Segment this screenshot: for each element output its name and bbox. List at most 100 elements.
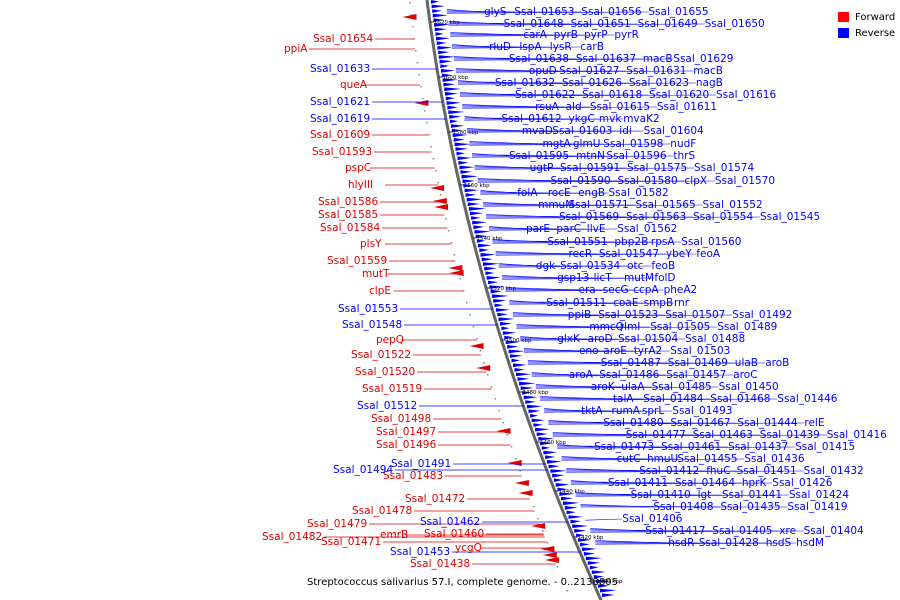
forward-gene-label: pspC [345, 162, 371, 174]
forward-gene-arrow [402, 14, 417, 20]
reverse-gene-arrow [525, 400, 536, 404]
forward-gene-label: Ssal_01654 [313, 33, 373, 45]
forward-gene-label: Ssal_01584 [320, 222, 380, 234]
reverse-label-leader [561, 458, 745, 461]
kbp-tick-label: 1540 kbp [477, 236, 503, 242]
forward-gene-label: pepQ [376, 334, 404, 346]
reverse-gene-label: Ssal_01492 [732, 309, 792, 321]
forward-track-dot [537, 518, 539, 520]
reverse-gene-label: Ssal_01493 [672, 405, 732, 417]
reverse-gene-arrow [491, 294, 509, 299]
reverse-gene-arrow [600, 588, 617, 593]
forward-track-dot [466, 302, 468, 304]
reverse-gene-arrow [476, 239, 486, 243]
reverse-gene-label: Ssal_01604 [644, 125, 704, 137]
reverse-gene-arrow [486, 276, 501, 280]
forward-track-dot [428, 134, 430, 136]
forward-gene-label: emrB [380, 529, 408, 541]
forward-track-dot [445, 218, 447, 220]
reverse-gene-arrow [488, 280, 499, 285]
reverse-gene-arrow [431, 0, 439, 4]
reverse-label-leader [585, 518, 623, 521]
reverse-gene-arrow [581, 547, 597, 552]
forward-gene-label: Ssal_01520 [355, 366, 415, 378]
reverse-gene-arrow [498, 317, 515, 322]
forward-track-dot [494, 398, 497, 400]
reverse-gene-label: Ssal_01629 [673, 53, 733, 65]
forward-gene-arrow [434, 204, 449, 210]
forward-gene-label: Ssal_01460 [424, 528, 484, 540]
forward-track-dot [542, 530, 544, 532]
reverse-gene-arrow [451, 128, 462, 133]
forward-track-dot [546, 542, 549, 544]
reverse-gene-arrow [535, 427, 550, 432]
kbp-tick-label: 1580 kbp [452, 130, 478, 136]
reverse-gene-arrow [514, 368, 525, 372]
forward-gene-label: Ssal_01496 [376, 439, 436, 451]
reverse-gene-arrow [440, 64, 450, 69]
reverse-gene-arrow [543, 450, 557, 455]
forward-gene-arrow [542, 552, 557, 558]
forward-gene-label: hlyIII [348, 179, 373, 191]
reverse-label-leader [472, 155, 674, 158]
reverse-gene-label: pheA2 [664, 284, 698, 296]
reverse-gene-label: Ssal_01570 [715, 175, 775, 187]
reverse-gene-label: Ssal_01619 [310, 113, 370, 125]
reverse-gene-label: Ssal_01432 [804, 465, 864, 477]
reverse-gene-arrow [443, 82, 455, 87]
reverse-gene-arrow [441, 69, 455, 73]
reverse-gene-arrow [597, 584, 610, 588]
reverse-gene-label: Ssal_01552 [703, 199, 763, 211]
reverse-gene-arrow [463, 184, 473, 188]
reverse-label-leader [523, 350, 671, 353]
reverse-gene-arrow [461, 174, 479, 179]
reverse-gene-arrow [494, 303, 504, 308]
reverse-gene-label: Ssal_01621 [310, 96, 370, 108]
kbp-tick-label: 1480 kbp [522, 390, 548, 396]
reverse-gene-arrow [505, 340, 521, 345]
reverse-gene-label: Ssal_01650 [705, 18, 765, 30]
reverse-gene-arrow [459, 165, 475, 170]
reverse-gene-arrow [481, 257, 493, 262]
reverse-gene-arrow [519, 381, 536, 386]
reverse-gene-arrow [595, 579, 612, 584]
reverse-gene-label: Ssal_01633 [310, 63, 370, 75]
reverse-gene-arrow [523, 395, 538, 400]
reverse-gene-arrow [464, 188, 479, 193]
reverse-label-leader [477, 180, 715, 183]
forward-gene-arrow [544, 557, 559, 563]
forward-track-dot [424, 110, 426, 112]
reverse-gene-arrow [533, 423, 543, 427]
forward-track-dot [435, 170, 437, 172]
forward-gene-arrow [496, 428, 511, 434]
forward-track-dot [532, 506, 535, 508]
reverse-label-leader [489, 228, 618, 231]
reverse-gene-arrow [442, 78, 458, 82]
reverse-gene-arrow [450, 119, 459, 124]
reverse-gene-arrow [457, 156, 472, 161]
forward-track-dot [415, 50, 417, 52]
reverse-gene-label: Ssal_01406 [622, 513, 682, 525]
forward-track-dot [472, 326, 475, 328]
forward-gene-arrow [507, 460, 522, 466]
kbp-tick-label: 1600 kbp [442, 75, 468, 81]
forward-track-dot [462, 290, 465, 292]
reverse-gene-arrow [437, 46, 453, 50]
reverse-gene-label: folD [654, 272, 675, 284]
reverse-gene-arrow [557, 487, 568, 492]
forward-track-dot [422, 98, 424, 100]
reverse-gene-arrow [528, 409, 541, 414]
reverse-label-leader [474, 167, 695, 170]
reverse-gene-label: carB [580, 41, 604, 53]
reverse-gene-arrow [482, 262, 500, 266]
reverse-gene-arrow [447, 105, 458, 110]
reverse-label-leader [520, 338, 685, 341]
reverse-label-leader [516, 326, 718, 329]
reverse-gene-arrow [550, 469, 567, 473]
reverse-gene-arrow [449, 115, 462, 119]
reverse-gene-arrow [559, 492, 575, 496]
reverse-label-leader [483, 204, 703, 207]
reverse-gene-arrow [545, 455, 555, 460]
reverse-gene-label: Ssal_01562 [617, 223, 677, 235]
reverse-label-leader [452, 46, 581, 49]
